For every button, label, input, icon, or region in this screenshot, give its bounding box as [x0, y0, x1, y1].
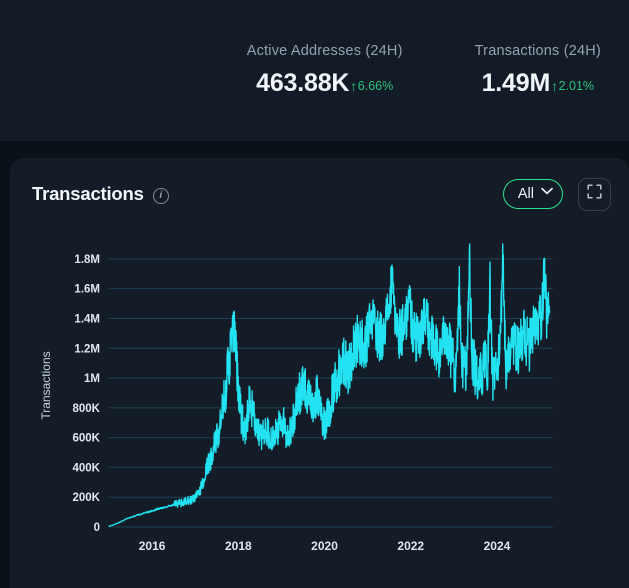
stat-transactions: Transactions (24H) 1.49M ↑ 2.01%	[475, 43, 601, 98]
chart-area: 0 200K 400K 600K 800K 1M 1.2M 1.4M 1.6M 1.8M 2016 2…	[10, 230, 629, 588]
stat-delta-value: 6.66%	[357, 79, 394, 93]
range-selector[interactable]: All	[502, 179, 563, 209]
x-axis-tick-label: 2020	[311, 539, 338, 553]
chevron-down-icon	[541, 187, 553, 197]
y-axis-tick-label: 0	[94, 522, 100, 534]
stat-value-row: 1.49M ↑ 2.01%	[482, 69, 594, 98]
stat-active-addresses: Active Addresses (24H) 463.88K ↑ 6.66%	[247, 43, 403, 98]
y-axis-tick-label: 600K	[73, 433, 101, 445]
page-title: Transactions	[32, 183, 144, 204]
transactions-chart-card: Transactions i All	[10, 158, 629, 588]
chart-line-transactions	[108, 243, 551, 527]
x-axis-tick-label: 2018	[225, 539, 252, 553]
transactions-line-chart[interactable]: 0 200K 400K 600K 800K 1M 1.2M 1.4M 1.6M 1.8M 2016 2…	[10, 230, 629, 588]
stats-band: Active Addresses (24H) 463.88K ↑ 6.66% T…	[0, 0, 629, 141]
stat-label: Active Addresses (24H)	[246, 43, 403, 59]
y-axis-tick-label: 800K	[73, 403, 101, 415]
y-axis-tick-label: 200K	[73, 492, 101, 504]
stat-delta: ↑ 2.01%	[551, 79, 594, 93]
stat-value: 463.88K	[256, 69, 350, 97]
y-axis-tick-label: 400K	[73, 462, 101, 474]
x-axis-tick-label: 2022	[397, 539, 424, 553]
x-axis-tick-label: 2024	[484, 539, 511, 553]
card-header: Transactions i All	[10, 158, 629, 230]
stat-value: 1.49M	[481, 69, 551, 97]
info-icon[interactable]: i	[152, 188, 169, 204]
y-axis-tick-label: 1.2M	[74, 343, 100, 355]
range-selector-label: All	[517, 186, 534, 202]
arrow-up-icon: ↑	[551, 78, 559, 94]
stat-delta: ↑ 6.66%	[350, 79, 393, 93]
y-axis-tick-label: 1.8M	[74, 254, 100, 266]
y-axis-title: Transactions	[39, 351, 53, 419]
stat-delta-value: 2.01%	[558, 79, 595, 93]
fullscreen-icon	[587, 184, 602, 204]
arrow-up-icon: ↑	[350, 78, 358, 94]
x-axis-tick-label: 2016	[139, 539, 166, 553]
stat-value-row: 463.88K ↑ 6.66%	[256, 69, 393, 98]
fullscreen-button[interactable]	[578, 177, 611, 211]
stat-label: Transactions (24H)	[474, 43, 601, 59]
stats-row: Active Addresses (24H) 463.88K ↑ 6.66% T…	[0, 0, 629, 141]
y-axis-tick-label: 1.6M	[74, 284, 100, 296]
y-axis-tick-label: 1.4M	[74, 313, 100, 325]
y-axis-tick-label: 1M	[84, 373, 100, 385]
